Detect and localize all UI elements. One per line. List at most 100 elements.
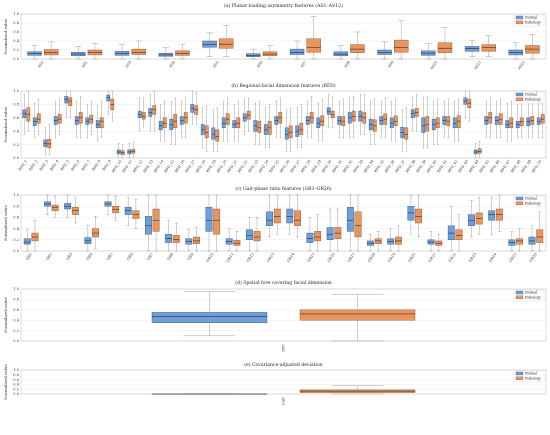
- box-normal: [23, 238, 31, 245]
- x-tick-label: RFD_12: [132, 159, 144, 173]
- x-tick-label: RFD_4: [49, 159, 60, 172]
- box-normal: [202, 40, 217, 48]
- x-tick-label: AS1: [37, 60, 45, 69]
- y-tick-label: 0.6: [13, 378, 19, 382]
- x-tick-label: RFD_7: [81, 159, 92, 172]
- legend-swatch-normal: [515, 371, 524, 376]
- legend-label-normal: Normal: [525, 291, 537, 295]
- x-tick-label: RFD_48: [510, 159, 522, 174]
- legend-swatch-pathology: [515, 376, 524, 380]
- x-tick-label: RFD_28: [300, 159, 312, 174]
- box-pathology: [131, 48, 146, 55]
- x-tick-label: SFC: [282, 344, 286, 352]
- box-pathology: [456, 115, 461, 129]
- plot-frame: [20, 369, 547, 395]
- box-pathology: [233, 240, 241, 246]
- box-pathology: [175, 50, 190, 56]
- y-axis-label: Normalized value: [3, 364, 8, 400]
- legend-label-normal: Normal: [525, 197, 537, 201]
- box-pathology: [236, 117, 241, 129]
- x-tick-label: GR13: [266, 252, 276, 263]
- y-axis-label: Normalized value: [3, 205, 8, 241]
- x-tick-label: RFD_14: [153, 159, 165, 174]
- plot-frame: [20, 90, 547, 159]
- box-pathology: [415, 208, 423, 224]
- x-tick-label: GR12: [246, 252, 255, 263]
- box-pathology: [152, 105, 157, 115]
- box-normal: [242, 113, 247, 122]
- box-normal: [346, 207, 354, 232]
- y-axis-label: Normalized value: [3, 18, 8, 54]
- box-pathology: [193, 236, 200, 244]
- box-pathology: [435, 117, 440, 129]
- box-normal: [528, 236, 536, 245]
- y-tick-label: 1.0: [13, 193, 19, 197]
- box-pathology: [477, 148, 482, 154]
- x-tick-label: RFD_34: [363, 159, 375, 174]
- x-tick-label: GR16: [327, 252, 337, 263]
- x-tick-label: GR9: [187, 252, 195, 261]
- y-tick-label: 0.0: [13, 156, 19, 160]
- legend-swatch-pathology: [515, 201, 524, 205]
- chart-panel-3: (c) Gait-phase ratio features (GR1–GR26)…: [3, 185, 547, 263]
- plot-frame: [20, 288, 547, 342]
- x-tick-label: RFD_10: [111, 159, 123, 174]
- x-tick-label: GR19: [387, 252, 397, 263]
- x-tick-label: RFD_43: [458, 159, 470, 174]
- box-normal: [95, 120, 100, 129]
- box-pathology: [273, 208, 281, 224]
- x-tick-label: GR18: [367, 252, 377, 263]
- x-tick-label: RFD_46: [489, 159, 501, 174]
- box-pathology: [288, 125, 293, 139]
- legend-swatch-pathology: [515, 97, 524, 101]
- box-pathology: [299, 309, 416, 321]
- box-pathology: [467, 98, 472, 108]
- chart-panel-2: (b) Regional-facial dimension features (…: [3, 82, 547, 174]
- box-normal: [165, 233, 173, 243]
- box-normal: [306, 232, 314, 243]
- y-tick-label: 0.4: [13, 318, 19, 322]
- box-normal: [211, 127, 216, 140]
- legend-frame: [513, 289, 545, 302]
- box-normal: [232, 120, 237, 129]
- box-pathology: [320, 115, 325, 127]
- box-pathology: [314, 231, 322, 242]
- box-pathology: [299, 122, 304, 135]
- y-tick-label: 0.4: [13, 129, 19, 133]
- box-pathology: [372, 119, 377, 132]
- box-normal: [452, 117, 457, 129]
- x-tick-label: AS7: [299, 60, 307, 70]
- x-tick-label: CAD: [282, 397, 286, 405]
- y-tick-label: 0.8: [13, 204, 19, 208]
- x-tick-label: GR10: [206, 252, 216, 263]
- x-tick-label: AS8: [343, 60, 351, 70]
- box-pathology: [393, 115, 398, 127]
- box-pathology: [294, 210, 301, 226]
- x-tick-label: RFD_17: [185, 159, 197, 174]
- x-tick-label: RFD_50: [531, 159, 543, 174]
- x-tick-label: GR17: [347, 252, 357, 263]
- y-tick-label: 0.4: [13, 383, 19, 387]
- y-axis-label: Normalized value: [3, 106, 8, 142]
- box-normal: [106, 94, 111, 102]
- x-tick-label: RFD_29: [311, 159, 323, 174]
- panel-title: (a) Planar-loading asymmetry features (A…: [224, 2, 343, 9]
- box-pathology: [57, 114, 62, 124]
- chart-panel-5: (e) Covariance-adjusted deviation0.00.20…: [3, 361, 547, 405]
- x-tick-label: GR15: [307, 252, 317, 263]
- x-tick-label: RFD_37: [395, 159, 407, 174]
- y-tick-label: 1.0: [13, 12, 19, 16]
- box-pathology: [51, 204, 59, 211]
- panel-title: (d) Spatial fore-covering facial dimensi…: [235, 279, 332, 286]
- y-tick-label: 0.0: [13, 392, 19, 396]
- x-tick-label: GR3: [66, 252, 74, 261]
- y-tick-label: 0.4: [13, 227, 19, 231]
- legend-frame: [513, 91, 545, 104]
- box-normal: [377, 49, 392, 55]
- box-pathology: [213, 208, 221, 235]
- box-normal: [158, 120, 163, 131]
- box-pathology: [218, 38, 234, 49]
- y-tick-label: 0.4: [13, 39, 19, 43]
- x-tick-label: RFD_19: [206, 159, 218, 174]
